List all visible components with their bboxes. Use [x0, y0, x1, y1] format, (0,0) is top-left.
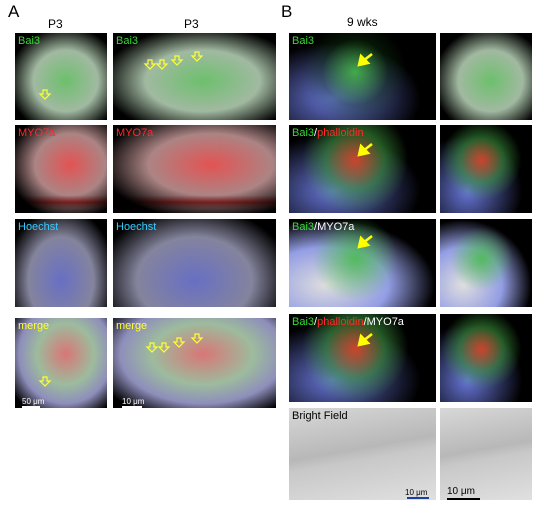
column-label: P3 [184, 17, 199, 31]
channel-label: Bai3/phalloidin [292, 127, 364, 139]
scale-bar-label: 50 μm [22, 397, 45, 406]
channel-label: merge [116, 320, 148, 332]
channel-label: Bai3/phalloidin/MYO7a [292, 316, 404, 328]
arrow [157, 342, 171, 353]
arrow [143, 59, 157, 70]
panel-label: B [281, 2, 293, 21]
arrow [357, 53, 373, 67]
arrow [155, 59, 169, 70]
micrograph [440, 125, 532, 213]
arrow [145, 342, 159, 353]
scale-bar [22, 406, 40, 408]
label-part: phalloidin [317, 316, 364, 328]
arrow [357, 235, 373, 249]
micrograph: Bai3 [113, 33, 276, 120]
micrograph: Hoechst [15, 219, 107, 307]
micrograph: Bai3/phalloidin/MYO7a [289, 314, 436, 402]
panel-label: A [8, 2, 20, 21]
arrow [357, 143, 373, 157]
channel-label: Bai3/MYO7a [292, 221, 354, 233]
arrow [170, 55, 184, 66]
scale-bar [407, 497, 429, 499]
micrograph: Bai3 [15, 33, 107, 120]
label-part: / [314, 316, 318, 328]
arrow [38, 89, 52, 100]
scale-bar-label: 10 μm [405, 488, 428, 497]
micrograph [440, 408, 532, 500]
arrow [38, 376, 52, 387]
channel-label: Bai3 [292, 35, 314, 47]
label-part: /MYO7a [314, 221, 355, 233]
channel-label: Hoechst [116, 221, 157, 233]
arrow [190, 51, 204, 62]
label-part: Bai3 [292, 221, 315, 233]
channel-label: merge [18, 320, 50, 332]
micrograph: Bai3/MYO7a [289, 219, 436, 307]
arrow [190, 333, 204, 344]
label-part: /MYO7a [363, 316, 404, 328]
micrograph [440, 33, 532, 120]
micrograph [440, 314, 532, 402]
micrograph: Bai3/phalloidin [289, 125, 436, 213]
arrow [172, 337, 186, 348]
micrograph: Hoechst [113, 219, 276, 307]
micrograph: merge [15, 318, 107, 408]
label-part: Bai3 [292, 127, 315, 139]
micrograph [440, 219, 532, 307]
channel-label: Bright Field [292, 410, 348, 422]
channel-label: MYO7a [116, 127, 154, 139]
label-part: Bai3 [292, 35, 315, 47]
micrograph: MYO7a [15, 125, 107, 213]
scale-bar [122, 406, 142, 408]
label-part: Bright Field [292, 410, 348, 422]
channel-label: Bai3 [18, 35, 41, 47]
micrograph: Bai3 [289, 33, 436, 120]
scale-bar-label: 10 μm [122, 397, 145, 406]
channel-label: Bai3 [116, 35, 139, 47]
label-part: / [314, 127, 318, 139]
channel-label: MYO7a [18, 127, 56, 139]
label-part: phalloidin [317, 127, 364, 139]
micrograph: merge [113, 318, 276, 408]
scale-bar [447, 498, 480, 500]
scale-bar-label: 10 μm [447, 486, 475, 497]
channel-label: Hoechst [18, 221, 59, 233]
micrograph: Bright Field [289, 408, 436, 500]
arrow [357, 333, 373, 347]
column-label: 9 wks [347, 15, 378, 29]
column-label: P3 [48, 17, 63, 31]
label-part: Bai3 [292, 316, 315, 328]
micrograph: MYO7a [113, 125, 276, 213]
